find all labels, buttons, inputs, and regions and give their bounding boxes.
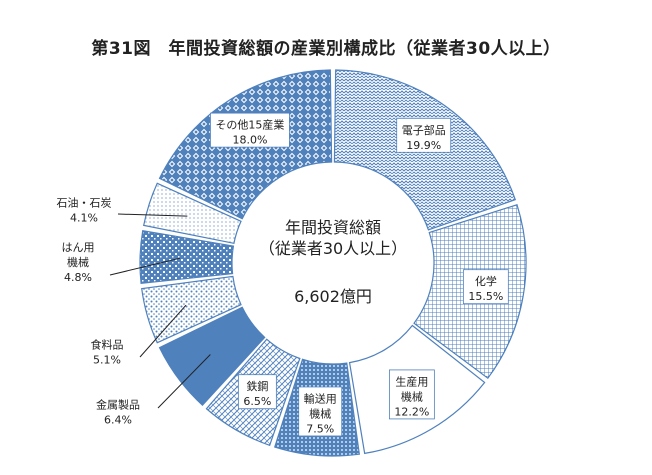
slice-value-label-5: 6.4%: [104, 414, 132, 427]
slice-value-label-9: 18.0%: [232, 134, 267, 147]
slice-category-label-1: 化学: [475, 274, 497, 288]
slice-category-label-0: 電子部品: [402, 123, 446, 137]
leader-line-7: [109, 257, 181, 276]
chart-title: 第31図 年間投資総額の産業別構成比（従業者30人以上）: [91, 39, 561, 59]
slice-category-label-2: 機械: [401, 389, 423, 403]
leader-line-6: [139, 304, 187, 358]
slice-value-label-3: 7.5%: [306, 422, 334, 435]
leader-line-8: [117, 213, 188, 217]
slice-label-box-2: [389, 369, 435, 420]
slice-label-box-1: [462, 269, 509, 305]
center-label-line2: （従業者30人以上）: [259, 239, 407, 258]
slice-label-box-4: [237, 374, 277, 410]
slice-category-label-4: 鉄鋼: [246, 379, 268, 393]
center-label-line1: 年間投資総額: [285, 218, 381, 237]
slice-value-label-6: 5.1%: [93, 354, 121, 367]
slice-label-box-0: [396, 117, 452, 153]
slice-5: [158, 306, 266, 407]
center-total: 6,602億円: [294, 287, 372, 306]
slice-value-label-7: 4.8%: [64, 271, 92, 284]
slice-category-label-5: 金属製品: [96, 398, 140, 412]
slice-value-label-2: 12.2%: [394, 405, 429, 418]
slice-value-label-0: 19.9%: [406, 139, 441, 152]
slice-category-label-7: 機械: [67, 255, 89, 269]
slice-category-label-3: 輸送用: [304, 391, 337, 405]
slice-category-label-6: 食料品: [91, 338, 124, 352]
slice-category-label-9: その他15産業: [215, 119, 284, 132]
slice-label-box-3: [298, 386, 343, 437]
slice-category-label-7: はん用: [62, 241, 95, 254]
slice-value-label-1: 15.5%: [468, 290, 503, 303]
slice-category-label-3: 機械: [309, 406, 331, 420]
leader-line-5: [157, 354, 211, 409]
slice-8: [142, 182, 242, 245]
slice-6: [141, 275, 242, 344]
slice-label-box-9: [210, 112, 290, 148]
slice-value-label-4: 6.5%: [243, 395, 271, 408]
slice-category-label-8: 石油・石炭: [57, 196, 112, 210]
slice-category-label-2: 生産用: [395, 374, 428, 388]
slice-value-label-8: 4.1%: [70, 212, 98, 225]
